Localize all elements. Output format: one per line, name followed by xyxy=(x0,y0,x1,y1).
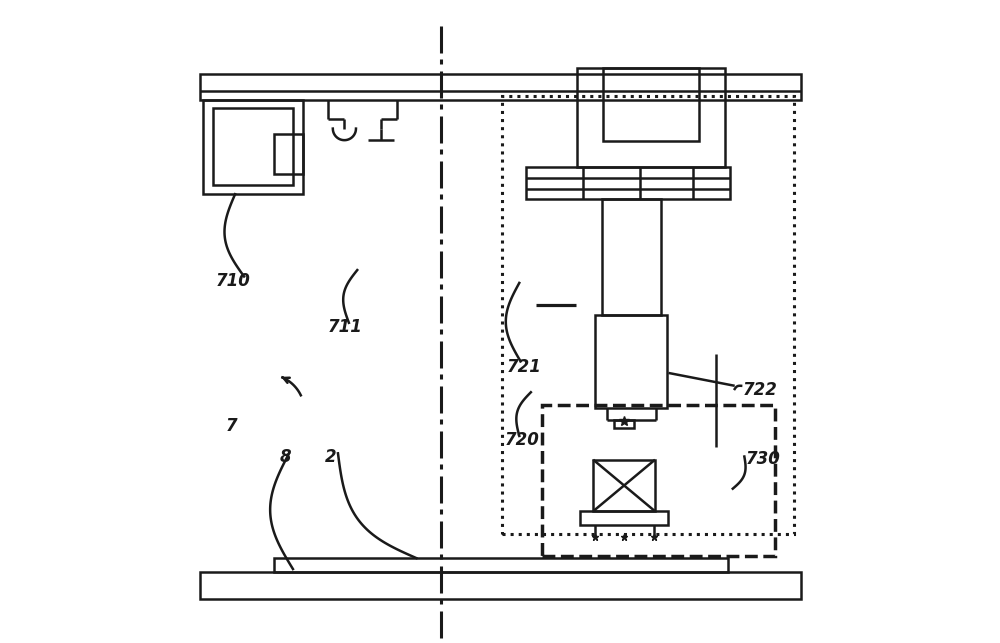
Bar xyxy=(603,68,699,141)
Text: 711: 711 xyxy=(328,318,363,336)
Bar xyxy=(602,199,661,315)
Text: 710: 710 xyxy=(216,272,251,290)
Text: 721: 721 xyxy=(506,358,541,376)
Text: 8: 8 xyxy=(280,448,292,466)
Bar xyxy=(595,315,667,408)
Bar xyxy=(200,572,801,599)
Text: 720: 720 xyxy=(505,431,540,449)
Bar xyxy=(213,108,293,185)
Bar xyxy=(577,68,725,167)
Bar xyxy=(274,134,303,174)
Text: 730: 730 xyxy=(746,450,781,468)
Bar xyxy=(526,167,730,199)
Bar xyxy=(580,511,668,525)
Bar xyxy=(614,420,634,428)
Bar xyxy=(274,558,728,572)
Bar xyxy=(593,460,655,511)
Text: 7: 7 xyxy=(225,417,237,435)
Bar xyxy=(203,100,303,194)
Bar xyxy=(502,96,794,534)
Text: 722: 722 xyxy=(743,381,778,399)
Bar xyxy=(200,74,801,100)
Bar xyxy=(542,405,775,556)
Text: 2: 2 xyxy=(325,448,337,466)
